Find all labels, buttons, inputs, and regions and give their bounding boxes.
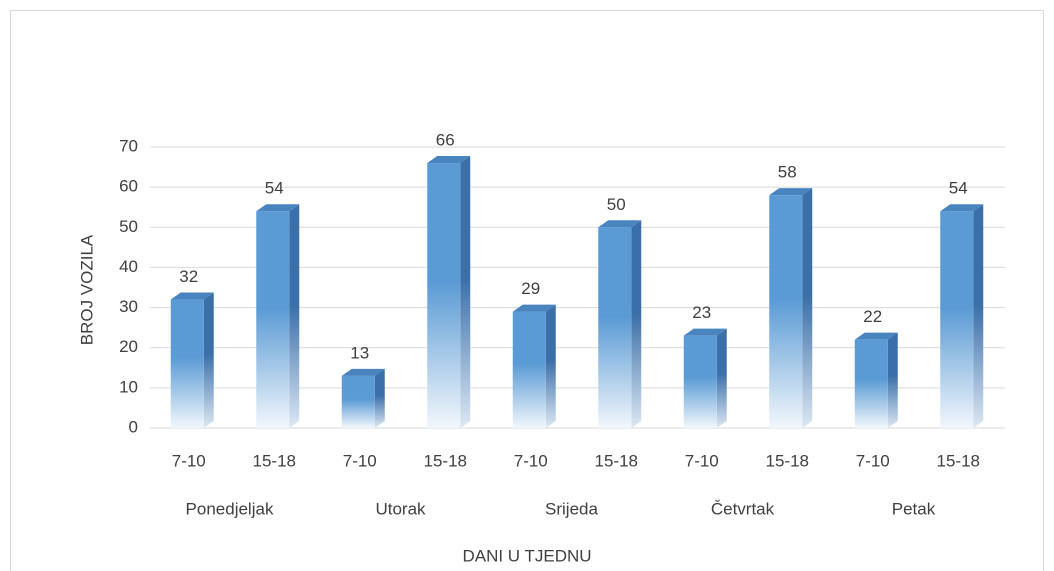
y-axis-title: BROJ VOZILA <box>77 234 96 345</box>
value-label: 22 <box>863 307 882 326</box>
value-label: 13 <box>350 343 369 362</box>
group-label: Utorak <box>375 499 426 518</box>
value-label: 58 <box>778 163 797 182</box>
bar-top <box>512 304 556 312</box>
y-tick-label: 20 <box>119 337 138 356</box>
bar <box>683 335 717 428</box>
group-label: Četvrtak <box>711 499 775 518</box>
bar-side <box>716 328 727 428</box>
group-label: Petak <box>892 499 936 518</box>
y-tick-label: 30 <box>119 297 138 316</box>
bar <box>854 339 888 428</box>
bar-side <box>460 156 471 429</box>
bar-top <box>769 188 813 196</box>
bar <box>598 227 632 428</box>
group-label: Ponedjeljak <box>186 499 274 518</box>
value-label: 29 <box>521 279 540 298</box>
bar <box>341 375 375 428</box>
bar <box>940 211 974 428</box>
bar-top <box>683 328 727 336</box>
y-tick-label: 50 <box>119 217 138 236</box>
bar-side <box>802 188 813 428</box>
bar-side <box>374 368 385 428</box>
bar-top <box>256 204 300 212</box>
x-tick-label: 15-18 <box>937 451 980 470</box>
bar-top <box>341 368 385 376</box>
x-tick-label: 7-10 <box>685 451 719 470</box>
y-tick-label: 60 <box>119 177 138 196</box>
x-axis-title: DANI U TJEDNU <box>462 546 591 565</box>
x-tick-label: 7-10 <box>514 451 548 470</box>
bar <box>256 211 290 428</box>
value-label: 54 <box>949 179 968 198</box>
x-tick-label: 7-10 <box>172 451 206 470</box>
x-tick-label: 7-10 <box>856 451 890 470</box>
bar <box>170 299 204 428</box>
x-tick-label: 15-18 <box>766 451 809 470</box>
bar-side <box>545 304 556 428</box>
x-tick-label: 15-18 <box>595 451 638 470</box>
x-tick-label: 7-10 <box>343 451 377 470</box>
y-tick-label: 70 <box>119 136 138 155</box>
bar-top <box>598 220 642 228</box>
value-label: 54 <box>265 179 284 198</box>
bar <box>512 311 546 428</box>
bar-top <box>170 292 214 300</box>
chart-border <box>10 10 1044 571</box>
bar <box>427 163 461 429</box>
value-label: 50 <box>607 195 626 214</box>
y-tick-label: 0 <box>129 417 138 436</box>
value-label: 32 <box>179 267 198 286</box>
bar-side <box>289 204 300 428</box>
value-label: 23 <box>692 303 711 322</box>
group-label: Srijeda <box>545 499 598 518</box>
y-tick-label: 40 <box>119 257 138 276</box>
bar-top <box>427 156 471 164</box>
bar-top <box>854 332 898 340</box>
bar-top <box>940 204 984 212</box>
bar <box>769 195 803 428</box>
bar-side <box>887 332 898 428</box>
value-label: 66 <box>436 131 455 150</box>
x-tick-label: 15-18 <box>253 451 296 470</box>
x-tick-label: 15-18 <box>424 451 467 470</box>
bar-side <box>203 292 214 428</box>
bar-side <box>973 204 984 428</box>
bar-side <box>631 220 642 428</box>
y-tick-label: 10 <box>119 377 138 396</box>
